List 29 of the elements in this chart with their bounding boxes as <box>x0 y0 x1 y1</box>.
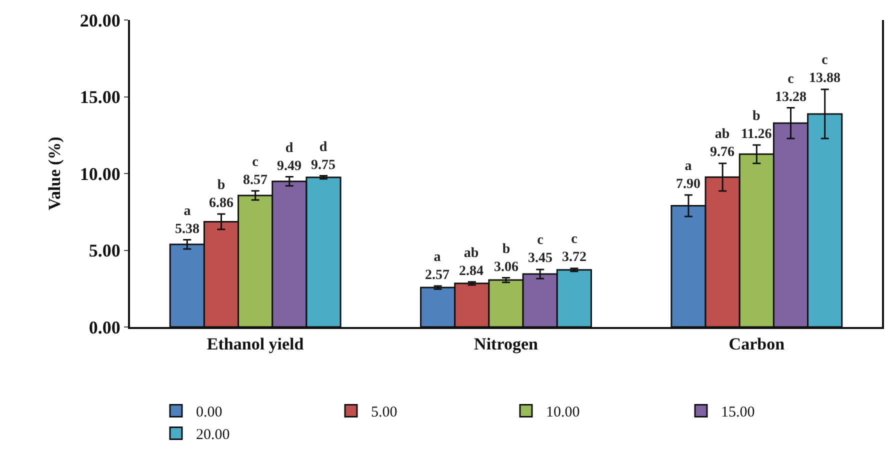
y-tick-label: 0.00 <box>88 317 120 338</box>
y-tick-label: 20.00 <box>80 10 120 30</box>
data-label: c 13.88 <box>809 53 840 86</box>
data-label: b 3.06 <box>494 242 518 276</box>
legend-label: 5.00 <box>371 404 398 421</box>
y-tick-label: 10.00 <box>80 164 120 184</box>
x-tick-label: Ethanol yield <box>206 334 304 354</box>
data-label: c 3.45 <box>528 233 552 266</box>
data-label: a 7.90 <box>676 159 700 192</box>
y-axis-title: Value (%) <box>44 136 64 210</box>
x-tick-label: Carbon <box>728 334 786 354</box>
data-label: b 6.86 <box>209 178 234 212</box>
data-label: d 9.75 <box>311 140 336 174</box>
x-tick-label: Nitrogen <box>474 334 538 354</box>
data-label: b 11.26 <box>741 109 772 142</box>
data-label: ab 2.84 <box>459 246 484 280</box>
data-label: a 2.57 <box>425 250 450 284</box>
legend-label: 15.00 <box>721 404 755 421</box>
data-label: d 9.49 <box>277 141 302 174</box>
data-label: c 8.57 <box>243 155 268 188</box>
legend-label: 10.00 <box>546 404 580 421</box>
data-label: c 3.72 <box>562 232 586 266</box>
legend-label: 0.00 <box>196 404 222 421</box>
y-tick-label: 15.00 <box>80 87 120 108</box>
data-label: c 13.28 <box>775 72 806 106</box>
legend-label: 20.00 <box>196 427 230 444</box>
y-tick-label: 5.00 <box>88 240 120 261</box>
data-label: a 5.38 <box>175 204 200 238</box>
data-label: ab 9.76 <box>710 127 734 160</box>
